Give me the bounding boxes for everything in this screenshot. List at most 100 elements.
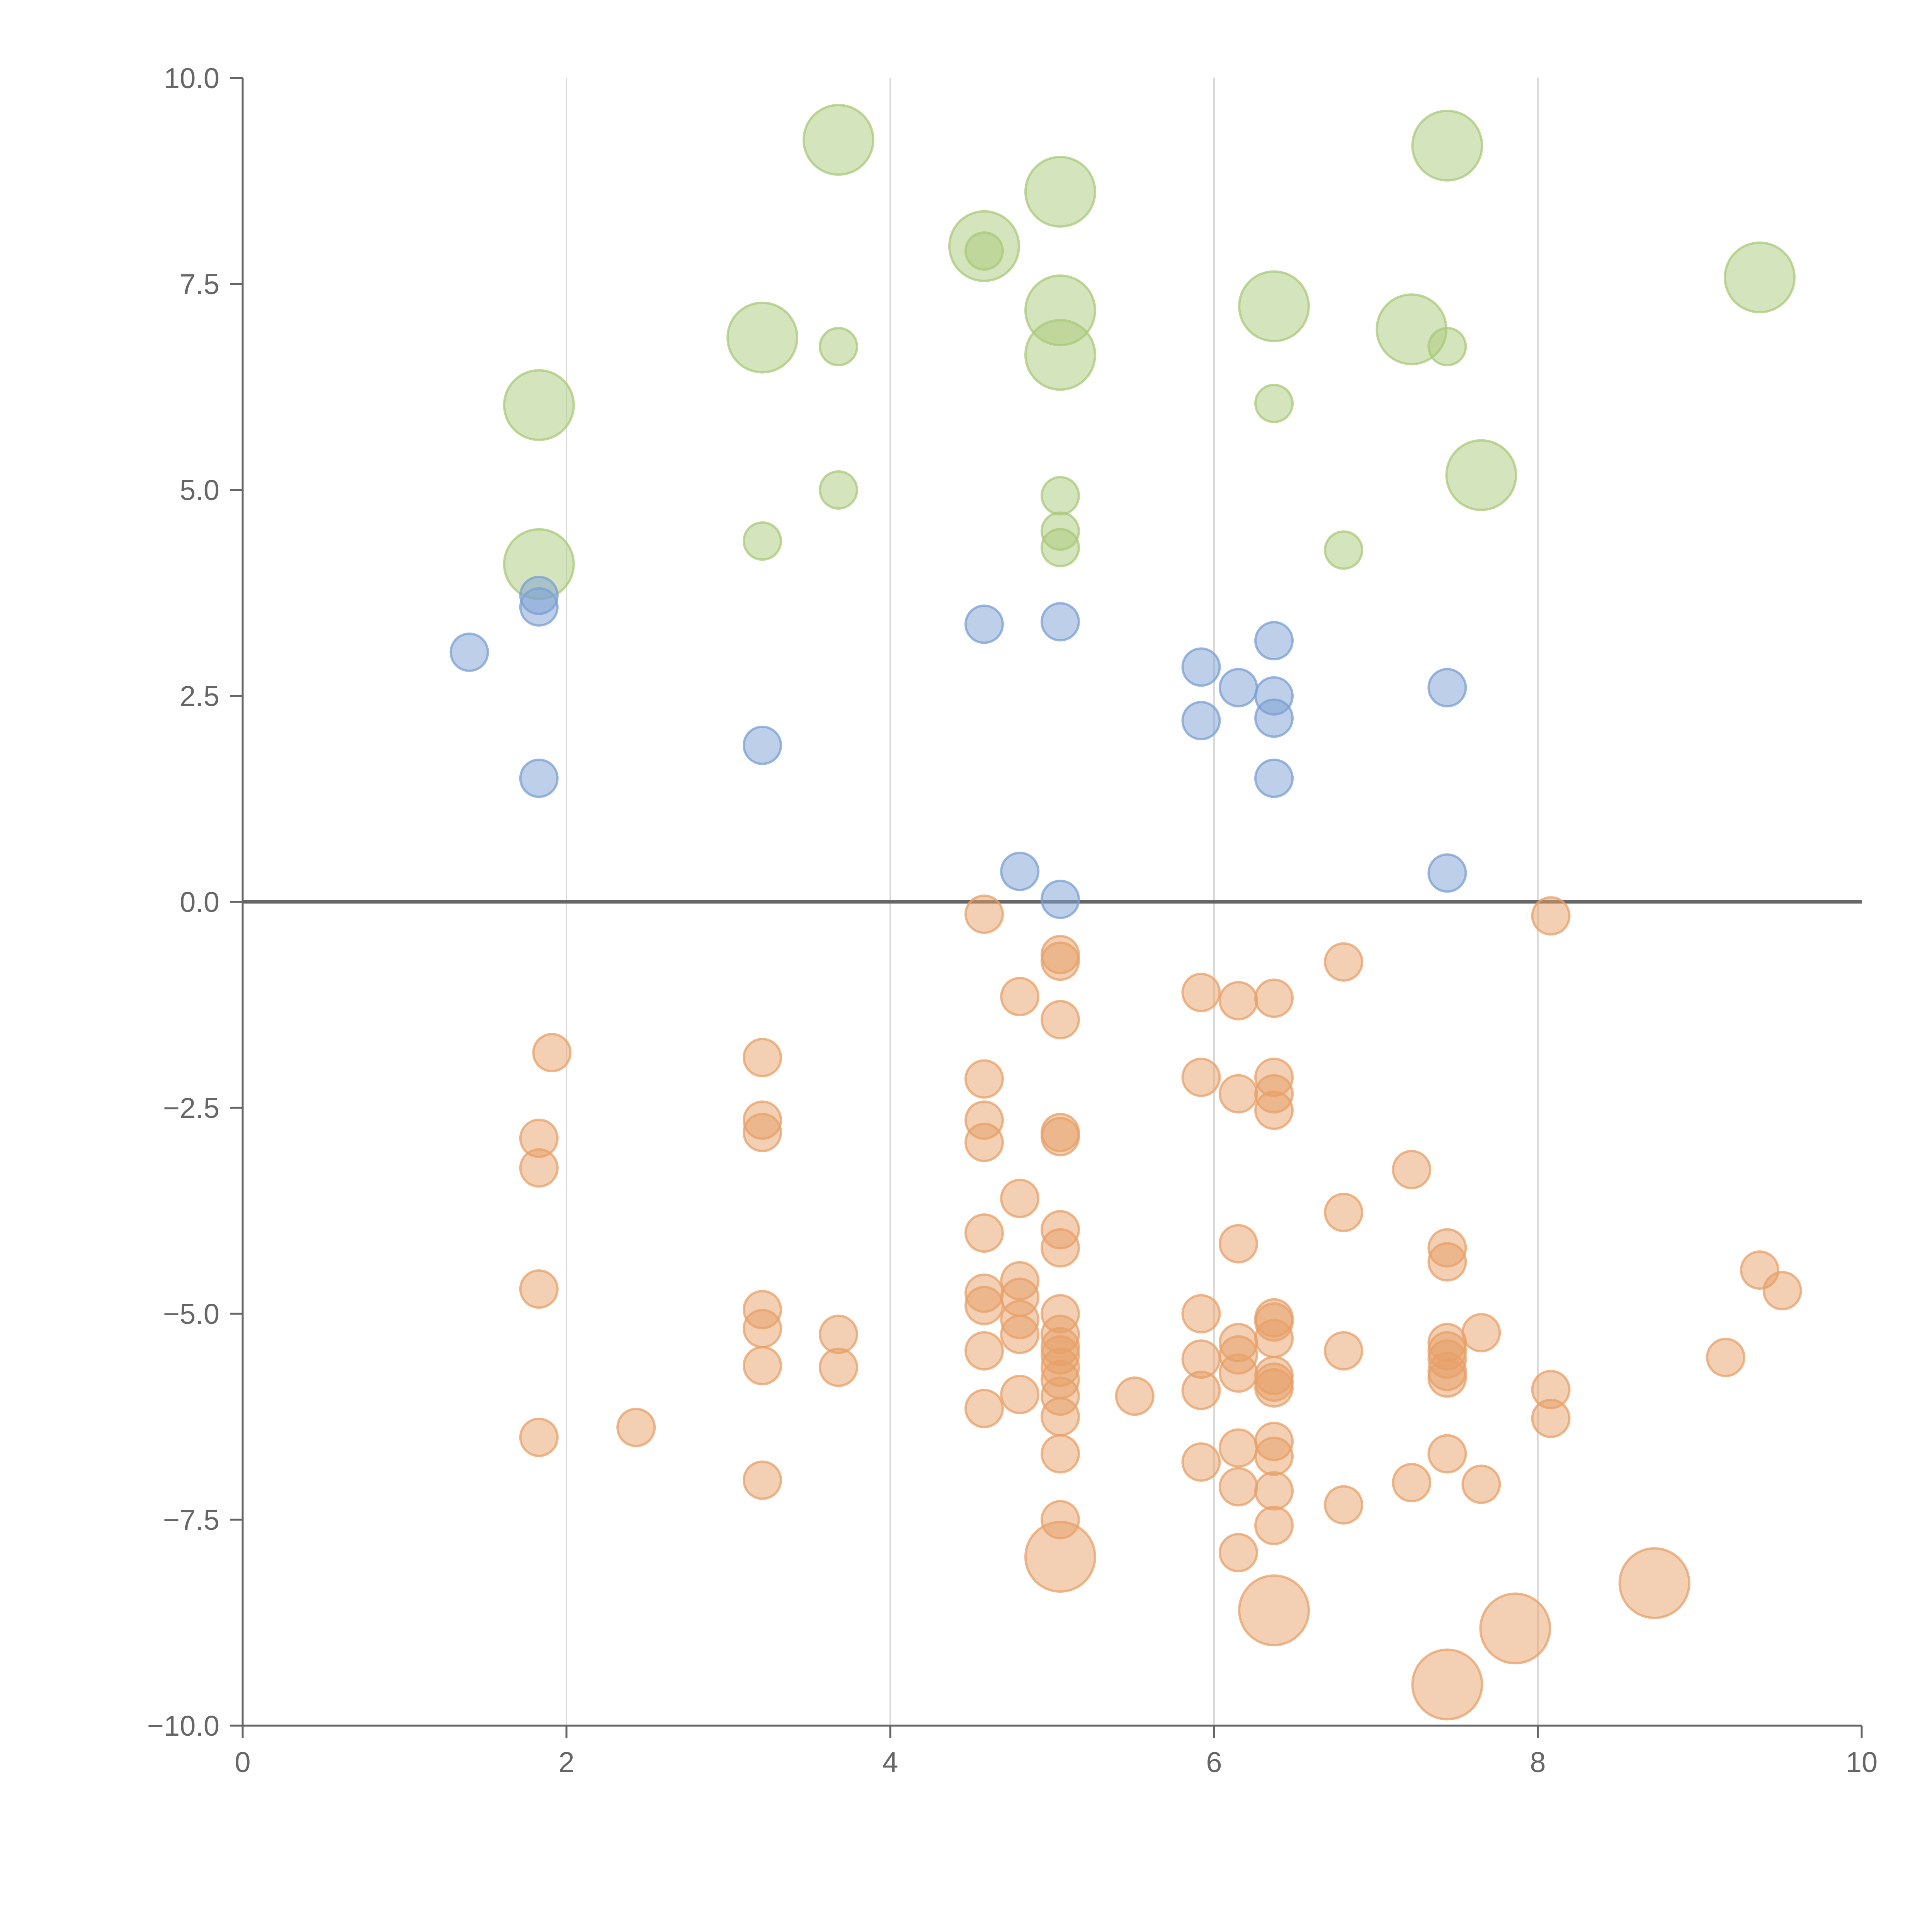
- orange-point-68: [1254, 1368, 1294, 1408]
- orange-point-14: [1218, 1074, 1258, 1114]
- x-tick-label-1: 2: [558, 1746, 574, 1778]
- orange-point-72: [1706, 1337, 1746, 1377]
- orange-point-95: [1254, 1471, 1294, 1511]
- orange-point-9: [1040, 1000, 1080, 1039]
- y-tick-label-0: 10.0: [164, 62, 219, 94]
- blue-point-8: [1181, 701, 1221, 740]
- orange-point-7: [1218, 981, 1258, 1020]
- orange-point-27: [1000, 1179, 1040, 1218]
- y-tick-label-6: −5.0: [163, 1298, 219, 1330]
- orange-point-1: [1531, 896, 1571, 936]
- orange-point-99: [1218, 1533, 1258, 1573]
- blue-point-7: [1181, 647, 1221, 687]
- orange-point-71: [1427, 1358, 1467, 1398]
- orange-point-23: [1040, 1117, 1080, 1156]
- orange-point-69: [1324, 1331, 1364, 1371]
- orange-point-11: [742, 1037, 782, 1077]
- orange-point-36: [1762, 1271, 1802, 1311]
- blue-point-14: [1427, 668, 1467, 707]
- y-tick-label-1: 7.5: [180, 268, 219, 300]
- orange-point-91: [742, 1460, 782, 1500]
- orange-point-78: [1181, 1371, 1221, 1410]
- orange-point-5: [1000, 977, 1040, 1017]
- orange-point-102: [1479, 1592, 1551, 1665]
- green-point-21: [1324, 530, 1364, 570]
- orange-point-44: [818, 1315, 858, 1354]
- blue-point-10: [1254, 621, 1294, 661]
- blue-point-12: [1254, 698, 1294, 738]
- orange-point-37: [519, 1269, 559, 1309]
- orange-point-17: [1254, 1090, 1294, 1130]
- orange-point-82: [1531, 1398, 1571, 1438]
- orange-point-94: [1461, 1464, 1501, 1504]
- orange-point-83: [616, 1408, 656, 1447]
- orange-point-73: [742, 1346, 782, 1386]
- orange-point-88: [1040, 1434, 1080, 1474]
- x-tick-label-0: 0: [235, 1746, 250, 1778]
- green-point-4: [964, 231, 1004, 271]
- blue-point-4: [742, 725, 782, 765]
- orange-point-41: [964, 1286, 1004, 1325]
- orange-point-32: [1218, 1224, 1258, 1264]
- orange-point-86: [1254, 1436, 1294, 1476]
- y-tick-label-2: 5.0: [180, 474, 219, 506]
- x-tick-label-2: 4: [882, 1746, 898, 1778]
- blue-point-9: [1218, 668, 1258, 707]
- orange-point-8: [1254, 978, 1294, 1018]
- green-point-1: [1024, 156, 1096, 228]
- orange-point-46: [1000, 1315, 1040, 1354]
- orange-point-29: [964, 1213, 1004, 1253]
- orange-point-96: [1324, 1485, 1364, 1525]
- y-tick-label-5: −2.5: [163, 1092, 219, 1124]
- orange-point-4: [1324, 942, 1364, 982]
- blue-point-16: [1040, 879, 1080, 919]
- blue-point-2: [519, 587, 559, 627]
- orange-point-3: [1040, 941, 1080, 981]
- orange-point-0: [964, 894, 1004, 934]
- orange-point-98: [1254, 1505, 1294, 1545]
- green-point-19: [742, 521, 782, 561]
- orange-point-26: [1392, 1150, 1432, 1189]
- orange-point-31: [1040, 1228, 1080, 1268]
- orange-point-34: [1427, 1242, 1467, 1282]
- blue-point-15: [1000, 852, 1040, 891]
- orange-point-62: [1461, 1313, 1501, 1353]
- orange-point-74: [818, 1347, 858, 1387]
- y-tick-label-4: 0.0: [180, 886, 219, 918]
- blue-point-13: [1254, 759, 1294, 798]
- green-point-15: [818, 470, 858, 510]
- orange-point-103: [1618, 1547, 1690, 1619]
- green-point-2: [1411, 109, 1483, 182]
- tick-marks: 0 2 4 6 8 10 10.0 7.5 5.0 2.5 0.0 −2.5 −5.0 −7.5 −10.0: [147, 62, 1878, 1778]
- orange-point-12: [964, 1059, 1004, 1099]
- green-point-16: [1040, 476, 1080, 515]
- green-point-8: [818, 327, 858, 367]
- orange-point-25: [519, 1148, 559, 1188]
- orange-point-77: [1115, 1376, 1155, 1416]
- y-tick-label-7: −7.5: [163, 1504, 219, 1536]
- y-tick-label-3: 2.5: [180, 680, 219, 712]
- green-point-10: [1238, 270, 1310, 342]
- blue-point-3: [519, 759, 559, 798]
- x-tick-label-3: 6: [1206, 1746, 1222, 1778]
- orange-point-6: [1181, 973, 1221, 1012]
- orange-point-101: [1238, 1574, 1310, 1646]
- orange-point-21: [964, 1122, 1004, 1162]
- orange-point-19: [742, 1112, 782, 1152]
- orange-point-92: [1218, 1467, 1258, 1507]
- green-point-7: [726, 301, 798, 374]
- blue-point-0: [449, 633, 489, 672]
- orange-point-90: [1427, 1434, 1467, 1474]
- x-tick-label-4: 8: [1530, 1746, 1546, 1778]
- orange-point-13: [1181, 1058, 1221, 1097]
- data-points: [449, 104, 1802, 1721]
- x-tick-label-5: 10: [1846, 1746, 1878, 1778]
- blue-point-17: [1427, 853, 1467, 893]
- blue-point-6: [1040, 602, 1080, 642]
- orange-point-81: [1040, 1397, 1080, 1437]
- green-point-6: [1024, 319, 1096, 391]
- green-point-14: [1254, 384, 1294, 423]
- green-point-9: [503, 369, 575, 441]
- orange-point-84: [519, 1417, 559, 1457]
